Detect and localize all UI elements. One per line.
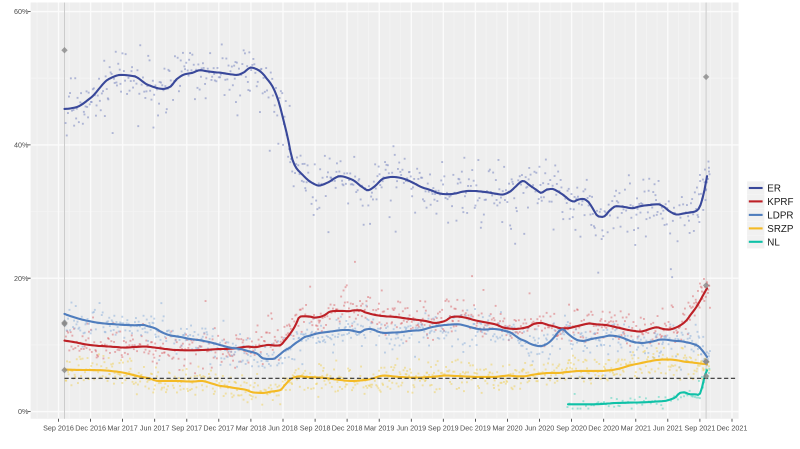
- svg-text:Mar 2017: Mar 2017: [107, 423, 137, 432]
- svg-text:Mar 2019: Mar 2019: [364, 423, 394, 432]
- svg-text:20%: 20%: [14, 274, 29, 283]
- svg-text:Dec 2020: Dec 2020: [588, 423, 619, 432]
- svg-text:Jun 2020: Jun 2020: [525, 423, 555, 432]
- svg-text:Sep 2016: Sep 2016: [43, 423, 74, 432]
- svg-text:Dec 2018: Dec 2018: [332, 423, 363, 432]
- svg-text:Sep 2018: Sep 2018: [300, 423, 331, 432]
- svg-text:Sep 2017: Sep 2017: [171, 423, 202, 432]
- svg-text:Dec 2017: Dec 2017: [203, 423, 234, 432]
- svg-text:NL: NL: [767, 237, 780, 248]
- svg-text:Jun 2017: Jun 2017: [140, 423, 170, 432]
- svg-text:ER: ER: [767, 184, 781, 195]
- svg-text:Sep 2019: Sep 2019: [428, 423, 459, 432]
- svg-text:Jun 2019: Jun 2019: [397, 423, 427, 432]
- svg-text:Mar 2018: Mar 2018: [236, 423, 266, 432]
- svg-text:Dec 2019: Dec 2019: [460, 423, 491, 432]
- svg-text:0%: 0%: [18, 407, 29, 416]
- svg-text:60%: 60%: [14, 7, 29, 16]
- svg-text:Sep 2021: Sep 2021: [685, 423, 716, 432]
- svg-text:SRZP: SRZP: [767, 224, 794, 235]
- svg-text:Dec 2016: Dec 2016: [75, 423, 106, 432]
- svg-text:Jun 2021: Jun 2021: [653, 423, 683, 432]
- svg-text:Mar 2021: Mar 2021: [621, 423, 651, 432]
- svg-text:40%: 40%: [14, 140, 29, 149]
- svg-text:Dec 2021: Dec 2021: [717, 423, 748, 432]
- svg-text:Sep 2020: Sep 2020: [556, 423, 587, 432]
- svg-text:KPRF: KPRF: [767, 197, 793, 208]
- svg-text:Mar 2020: Mar 2020: [492, 423, 522, 432]
- svg-text:Jun 2018: Jun 2018: [268, 423, 298, 432]
- svg-text:LDPR: LDPR: [767, 210, 793, 221]
